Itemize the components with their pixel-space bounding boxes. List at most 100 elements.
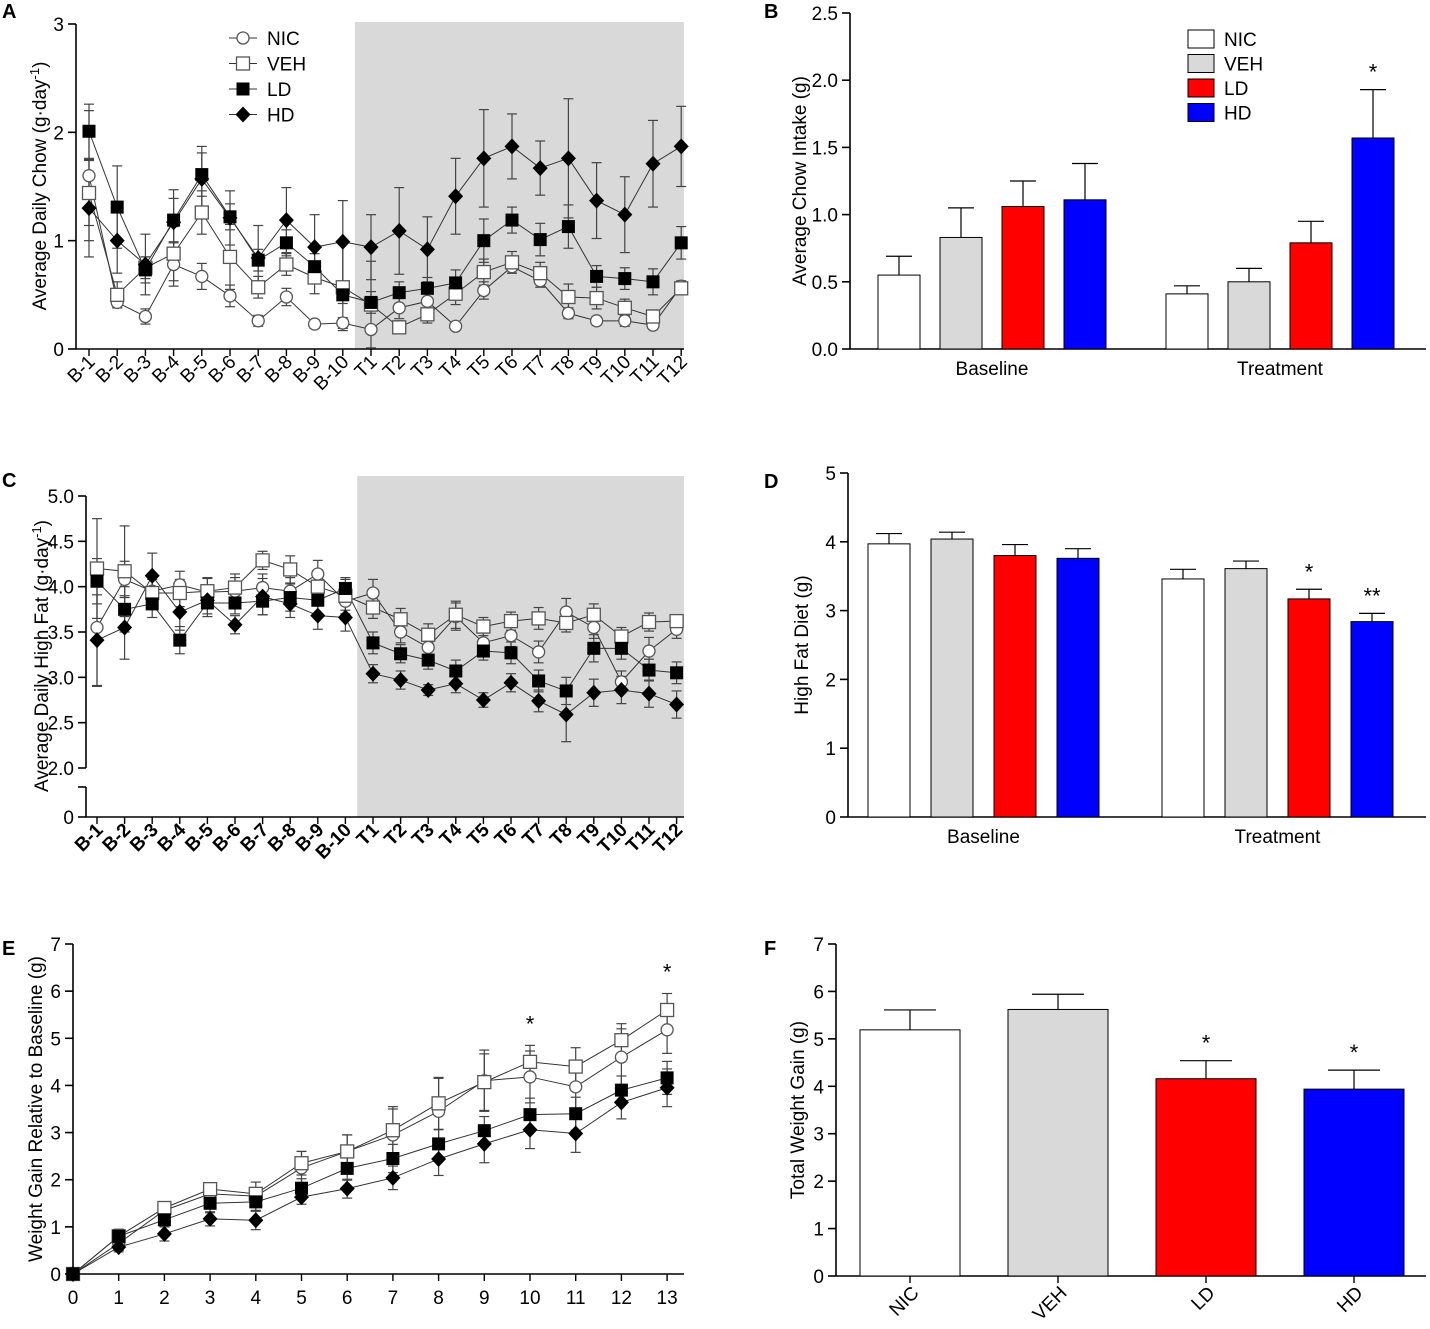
x-tick-label: T6 [491,820,522,851]
data-point-ld [110,200,124,214]
data-point-ld [118,602,132,616]
bar-nic-treatment [1165,293,1209,350]
x-tick-label: 4 [251,1288,262,1309]
y-tick-label: 3.0 [48,668,74,689]
data-point-veh [365,600,381,615]
data-point-hd [673,138,689,155]
data-point-hd [645,155,661,172]
data-point-veh [674,281,689,296]
y-axis-label: High Fat Diet (g) [792,575,813,714]
panel-c: C02.02.53.03.54.04.55.0B-1B-2B-3B-4B-5B-… [2,470,687,864]
legend-marker-veh [235,56,251,71]
x-tick-label: T3 [408,820,439,851]
x-tick-label: LD [1188,1283,1220,1315]
data-point-veh [340,1144,355,1159]
data-point-veh [110,287,125,302]
data-point-nic [421,640,435,655]
y-tick-label: 3 [53,15,64,36]
data-point-hd [613,682,629,699]
data-point-nic [504,628,518,643]
series-line-ld [96,580,677,692]
data-point-veh [172,585,187,601]
y-axis-label: Average Daily High Fat (g·day-1) [29,520,53,792]
data-point-ld [279,236,293,250]
data-point-veh [504,255,520,270]
data-point-nic [364,322,378,337]
data-point-veh [614,629,629,644]
data-point-hd [391,222,407,239]
data-point-hd [339,1180,355,1197]
x-tick-label: T6 [492,352,523,383]
legend-swatch-hd [1187,103,1215,122]
data-point-nic [614,1050,629,1064]
data-point-veh [617,300,632,315]
legend-swatch-veh [1187,54,1215,73]
x-tick-label: T4 [436,819,467,850]
data-point-ld [173,633,187,647]
data-point-ld [449,276,463,290]
bar-veh-treatment [1227,281,1271,350]
data-point-nic [195,269,209,284]
legend-marker-nic [236,31,250,45]
y-tick-label: 4 [813,1077,824,1098]
bar-hd-baseline [1063,199,1107,350]
data-point-hd [531,692,547,709]
x-tick-label: T8 [546,820,577,851]
significance-marker: * [1305,559,1314,584]
bar-nic [859,1029,961,1277]
data-point-hd [278,212,294,229]
y-axis-label-text: Average Daily High Fat (g·day [32,537,53,792]
y-axis-label: Total Weight Gain (g) [788,1021,809,1199]
data-point-ld [670,666,684,680]
panel-b: B 0.0 0.5 1.0 1.5 2.0 2.5 Baseline Treatment * Ave… [764,1,1426,380]
panel-letter: C [2,470,16,492]
legend-marker-ld [236,82,250,96]
data-point-veh [222,249,238,265]
x-tick-label: T1 [351,352,382,383]
significance-marker: * [1202,1031,1211,1056]
legend-label: HD [267,106,294,127]
data-point-hd [222,209,238,226]
bar-hd-baseline [1056,557,1100,818]
data-point-ld [504,646,518,660]
data-point-hd [522,1121,538,1138]
data-point-hd [166,214,182,231]
data-point-veh [431,1096,446,1111]
data-point-hd [568,1125,584,1142]
series-line-hd [72,1087,668,1275]
y-tick-label: 1 [825,739,836,760]
bar-veh [1007,1008,1109,1277]
significance-marker: ** [1363,583,1381,608]
data-point-ld [308,260,322,274]
data-point-nic [589,314,604,328]
bar-hd-treatment [1351,137,1395,350]
bar-hd [1303,1088,1405,1277]
data-point-hd [586,684,602,701]
data-point-nic [392,301,406,315]
y-tick-label: 3 [813,1125,824,1146]
data-point-veh [477,1074,492,1090]
data-point-veh [166,246,181,261]
x-tick-label: 6 [342,1288,353,1309]
data-point-ld [364,295,378,309]
data-point-veh [659,1002,675,1018]
data-point-ld [532,674,546,688]
data-point-hd [194,170,210,187]
series-line-nic [72,1029,668,1275]
data-point-ld [674,236,688,250]
data-point-hd [431,1150,447,1167]
y-tick-label: 5.0 [48,487,74,508]
data-point-ld [614,1083,628,1097]
data-point-hd [89,632,105,649]
data-point-hd [335,233,351,250]
x-tick-label: 8 [433,1288,444,1309]
data-point-hd [156,1225,172,1242]
data-point-veh [421,627,436,642]
y-tick-label: 2 [50,1171,61,1192]
data-point-hd [393,672,409,689]
data-point-hd [659,1079,675,1096]
data-point-veh [251,280,266,295]
bar-veh-baseline [930,538,974,818]
data-point-ld [420,281,434,295]
